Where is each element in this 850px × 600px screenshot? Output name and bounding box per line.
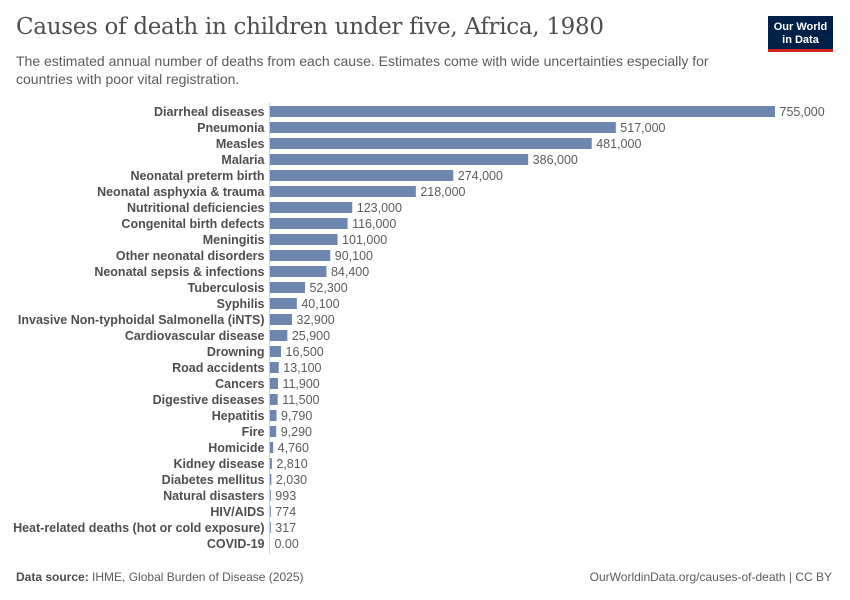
logo-text: Our World in Data [773,20,828,46]
value-label: 116,000 [352,217,396,231]
bar [270,474,272,485]
source-text: IHME, Global Burden of Disease (2025) [92,570,304,584]
value-label: 123,000 [357,201,402,215]
bar [270,154,529,165]
owid-logo[interactable]: Our World in Data [768,16,833,52]
category-label: Homicide [208,441,264,455]
bar [270,394,278,405]
category-label: Cancers [215,377,264,391]
source-label: Data source: [16,570,89,584]
category-label: Invasive Non-typhoidal Salmonella (iNTS) [18,313,265,327]
bar [270,298,297,309]
category-label: Syphilis [217,297,265,311]
value-label: 2,810 [276,457,307,471]
bar [270,314,293,325]
bar [270,202,353,213]
bar [270,266,327,277]
bar [270,362,279,373]
value-label: 11,900 [282,377,319,391]
bar [270,378,278,389]
bar [270,490,271,501]
category-label: Heat-related deaths (hot or cold exposur… [13,521,264,535]
value-label: 9,290 [281,425,312,439]
category-label: Other neonatal disorders [116,249,265,263]
value-label: 9,790 [281,409,312,423]
category-label: Diabetes mellitus [162,473,265,487]
bar [270,138,592,149]
bar [270,186,416,197]
bar [270,122,616,133]
bar [270,234,338,245]
category-label: HIV/AIDS [210,505,264,519]
category-label: Tuberculosis [188,281,265,295]
bar [270,330,288,341]
bar [270,506,271,517]
value-label: 774 [275,505,296,519]
category-label: Pneumonia [197,121,265,135]
category-label: Neonatal asphyxia & trauma [97,185,265,199]
value-label: 16,500 [286,345,324,359]
bar [270,106,775,117]
category-label: Natural disasters [163,489,264,503]
value-label: 2,030 [276,473,307,487]
bar [270,410,277,421]
value-label: 101,000 [342,233,387,247]
bar [270,458,272,469]
value-label: 386,000 [533,153,578,167]
category-label: Neonatal sepsis & infections [94,265,264,279]
category-label: Cardiovascular disease [125,329,265,343]
category-label: Digestive diseases [153,393,265,407]
category-label: Meningitis [203,233,265,247]
value-label: 40,100 [301,297,339,311]
value-label: 32,900 [297,313,335,327]
bar [270,442,274,453]
value-label: 13,100 [283,361,321,375]
value-label: 274,000 [458,169,503,183]
value-label: 11,500 [282,393,319,407]
category-label: Neonatal preterm birth [130,169,264,183]
category-label: Measles [216,137,265,151]
category-label: Drowning [207,345,265,359]
value-label: 218,000 [420,185,465,199]
value-label: 0.00 [275,537,299,551]
value-label: 25,900 [292,329,330,343]
category-label: Fire [242,425,265,439]
value-label: 755,000 [780,105,825,119]
category-label: Kidney disease [173,457,264,471]
value-label: 52,300 [309,281,347,295]
bar [270,426,277,437]
category-label: COVID-19 [207,537,265,551]
category-label: Nutritional deficiencies [127,201,265,215]
chart-subtitle: The estimated annual number of deaths fr… [16,53,709,87]
value-label: 481,000 [596,137,641,151]
category-label: Road accidents [172,361,264,375]
bar [270,346,282,357]
category-label: Congenital birth defects [121,217,264,231]
category-label: Hepatitis [212,409,265,423]
bar [270,218,348,229]
value-label: 84,400 [331,265,369,279]
chart-title: Causes of death in children under five, … [16,14,604,40]
value-label: 4,760 [278,441,309,455]
bar [270,170,454,181]
bar [270,250,331,261]
category-label: Diarrheal diseases [154,105,265,119]
value-label: 517,000 [620,121,665,135]
category-label: Malaria [221,153,265,167]
value-label: 90,100 [335,249,373,263]
bar-chart: Diarrheal diseases 755,000 Pneumonia 517,00… [13,103,825,554]
source-link[interactable]: OurWorldinData.org/causes-of-death | CC … [589,570,832,584]
bar [270,282,305,293]
bar [270,522,271,533]
value-label: 317 [275,521,296,535]
data-source: Data source: IHME, Global Burden of Dise… [16,570,303,584]
value-label: 993 [275,489,296,503]
